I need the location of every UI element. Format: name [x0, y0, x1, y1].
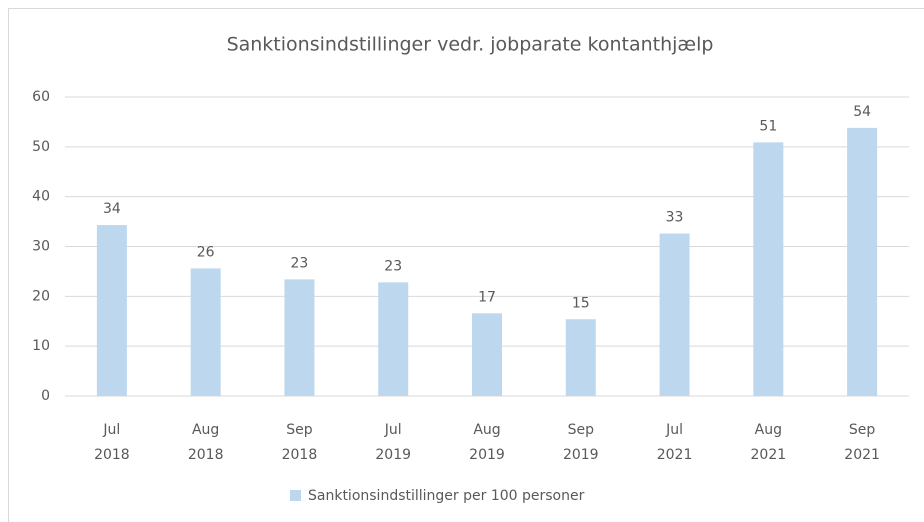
chart-title: Sanktionsindstillinger vedr. jobparate k…: [227, 34, 714, 56]
bar: [659, 233, 690, 396]
x-tick-label: Sep 2021: [844, 422, 880, 463]
x-tick-line: Aug: [755, 422, 782, 438]
bar: [565, 319, 596, 396]
x-tick-line: Sep: [849, 422, 876, 438]
x-tick-line: 2021: [657, 447, 693, 463]
x-tick-label: Jul 2019: [375, 422, 411, 463]
x-tick-line: Sep: [286, 422, 313, 438]
value-label: 17: [478, 289, 496, 305]
x-tick-label: Aug 2021: [751, 422, 787, 463]
value-label: 26: [197, 244, 215, 260]
x-tick-line: Jul: [384, 422, 402, 438]
x-tick-line: 2019: [375, 447, 411, 463]
x-tick-label: Jul 2021: [657, 422, 693, 463]
bar: [472, 313, 502, 396]
y-tick-label: 30: [32, 239, 50, 255]
x-tick-label: Sep 2019: [563, 422, 599, 463]
legend-swatch: [290, 490, 301, 501]
x-tick-line: 2021: [751, 447, 787, 463]
y-tick-label: 40: [32, 189, 50, 205]
x-tick-line: 2018: [94, 447, 130, 463]
value-label: 34: [103, 201, 121, 217]
x-tick-line: 2019: [563, 447, 599, 463]
value-label: 23: [384, 258, 402, 274]
value-label: 23: [291, 255, 309, 271]
bar: [190, 268, 221, 396]
x-tick-line: Jul: [102, 422, 120, 438]
y-tick-label: 20: [32, 288, 50, 304]
bar: [753, 142, 784, 396]
y-tick-label: 50: [32, 139, 50, 155]
bar: [847, 127, 878, 396]
x-tick-label: Sep 2018: [282, 422, 318, 463]
legend-label: Sanktionsindstillinger per 100 personer: [308, 488, 585, 504]
x-tick-label: Jul 2018: [94, 422, 130, 463]
x-tick-label: Aug 2019: [469, 422, 505, 463]
x-tick-line: Aug: [192, 422, 219, 438]
value-label: 15: [572, 295, 590, 311]
y-tick-label: 0: [41, 388, 50, 404]
x-tick-line: Jul: [665, 422, 683, 438]
y-tick-label: 60: [32, 89, 50, 105]
x-tick-line: Sep: [568, 422, 595, 438]
x-tick-line: 2018: [188, 447, 224, 463]
x-tick-line: 2018: [282, 447, 318, 463]
x-tick-label: Aug 2018: [188, 422, 224, 463]
x-tick-line: 2019: [469, 447, 505, 463]
bar: [284, 279, 315, 396]
chart-border: [8, 8, 924, 522]
x-tick-line: Aug: [473, 422, 500, 438]
value-label: 51: [759, 118, 777, 134]
bar: [378, 282, 409, 396]
value-label: 33: [666, 210, 684, 226]
value-label: 54: [853, 104, 871, 120]
x-tick-line: 2021: [844, 447, 880, 463]
bar: [96, 225, 127, 396]
y-tick-label: 10: [32, 338, 50, 354]
